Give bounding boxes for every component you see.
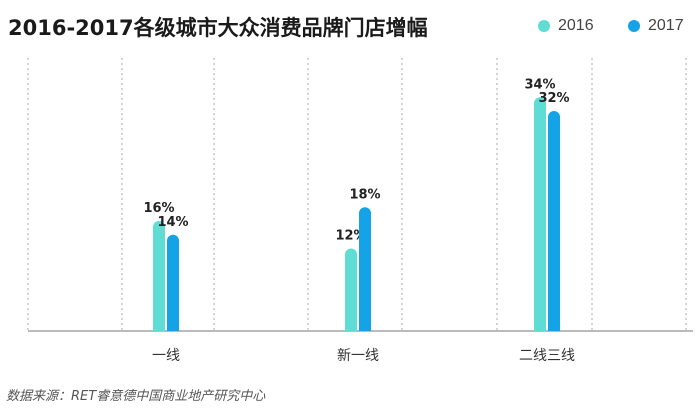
source-note: 数据来源：RET睿意德中国商业地产研究中心: [6, 389, 266, 404]
bar-base-2017-0: [167, 319, 179, 331]
legend-label-2016: 2016: [558, 17, 594, 34]
legend-item-2017: 2017: [628, 16, 684, 36]
bar-2017-2: [548, 111, 560, 331]
bar-base-2016-2: [534, 319, 546, 331]
x-tick-label: 二线三线: [519, 348, 575, 364]
value-label: 16%: [143, 201, 174, 216]
bar-2016-1: [345, 248, 357, 331]
legend-item-2016: 2016: [538, 16, 594, 36]
value-label: 12%: [335, 229, 366, 244]
legend-label-2017: 2017: [648, 17, 684, 34]
legend-swatch-2017: [628, 20, 640, 32]
value-label: 34%: [524, 77, 555, 92]
bar-2016-2: [534, 97, 546, 331]
bar-base-2017-1: [359, 319, 371, 331]
bar-2016-0: [153, 221, 165, 331]
bar-2017-0: [167, 234, 179, 331]
bar-2017-1: [359, 207, 371, 331]
bar-base-2016-1: [345, 319, 357, 331]
chart-title: 2016-2017各级城市大众消费品牌门店增幅: [8, 16, 428, 40]
value-label: 14%: [157, 215, 188, 230]
value-label: 18%: [349, 187, 380, 202]
x-tick-label: 一线: [152, 348, 180, 364]
bar-base-2017-2: [548, 319, 560, 331]
x-tick-label: 新一线: [337, 348, 379, 364]
legend-swatch-2016: [538, 20, 550, 32]
value-label: 32%: [538, 91, 569, 106]
bar-base-2016-0: [153, 319, 165, 331]
